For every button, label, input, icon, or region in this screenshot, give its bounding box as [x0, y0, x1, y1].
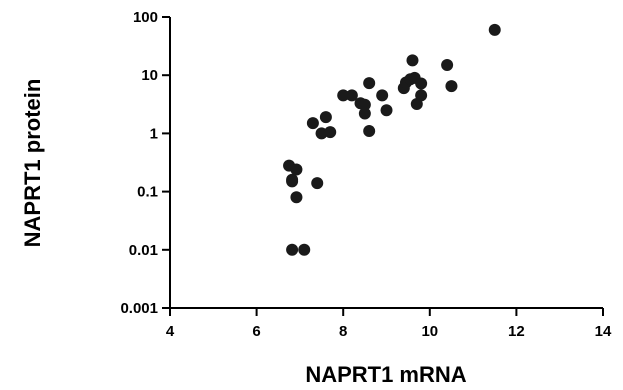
data-point — [345, 89, 358, 102]
data-point — [445, 80, 458, 93]
y-tick-label: 1 — [150, 125, 158, 142]
data-point — [380, 104, 393, 117]
x-tick-label: 4 — [166, 323, 175, 340]
data-point — [311, 177, 324, 190]
data-point — [415, 89, 428, 102]
data-point — [488, 23, 501, 36]
data-point — [358, 98, 371, 111]
data-point — [337, 89, 350, 102]
data-point — [415, 77, 428, 90]
y-axis-title: NAPRT1 protein — [20, 79, 45, 248]
data-point — [319, 111, 332, 124]
data-point — [286, 243, 299, 256]
y-tick-label: 100 — [133, 9, 158, 26]
x-tick-label: 12 — [508, 323, 525, 340]
data-point — [286, 173, 299, 186]
ticks-layer: 4 6 8 10 12 14 0.001 0.01 0.1 1 10 100 — [120, 9, 612, 340]
data-point — [290, 191, 303, 204]
data-point — [376, 89, 389, 102]
y-tick-label: 0.001 — [120, 300, 158, 317]
data-point — [363, 77, 376, 90]
x-tick-label: 14 — [595, 323, 612, 340]
data-point — [298, 243, 311, 256]
y-tick-label: 10 — [141, 67, 158, 84]
x-tick-label: 8 — [339, 323, 347, 340]
data-point — [441, 58, 454, 71]
data-point — [358, 107, 371, 120]
data-point — [306, 117, 319, 130]
y-tick-label: 0.1 — [137, 184, 158, 201]
x-tick-label: 10 — [421, 323, 438, 340]
data-point — [290, 163, 303, 176]
data-point — [324, 126, 337, 139]
data-point — [406, 54, 419, 67]
x-tick-label: 6 — [252, 323, 260, 340]
points-layer — [283, 23, 501, 256]
data-point — [363, 124, 376, 137]
y-tick-label: 0.01 — [129, 242, 158, 259]
x-axis-title: NAPRT1 mRNA — [305, 362, 466, 387]
